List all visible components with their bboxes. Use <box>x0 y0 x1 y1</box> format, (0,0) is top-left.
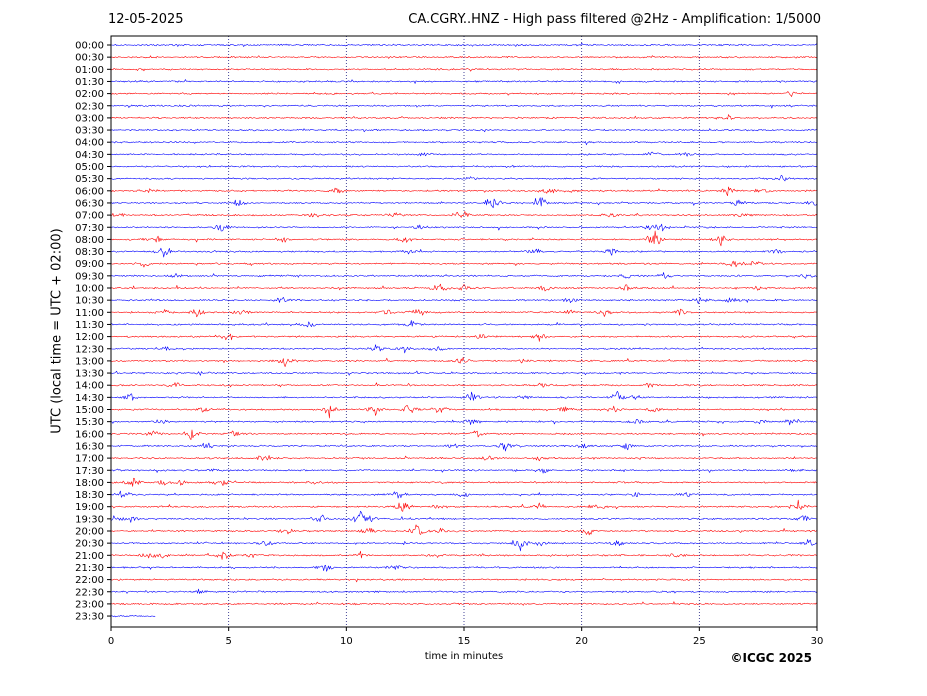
y-tick-label: 21:30 <box>75 563 104 574</box>
trace-05:00 <box>110 164 818 168</box>
y-tick-label: 08:00 <box>75 235 104 246</box>
y-tick-label: 23:30 <box>75 612 104 623</box>
y-tick-label: 12:30 <box>75 344 104 355</box>
trace-17:30 <box>110 468 818 474</box>
y-tick-label: 17:00 <box>75 454 104 465</box>
trace-22:00 <box>110 578 818 583</box>
y-tick-label: 05:30 <box>75 174 104 185</box>
trace-20:00 <box>110 524 818 536</box>
trace-23:30 <box>110 614 156 618</box>
x-tick-label: 15 <box>458 636 471 647</box>
trace-07:00 <box>110 211 818 218</box>
y-tick-label: 21:00 <box>75 551 104 562</box>
trace-05:30 <box>110 175 818 182</box>
trace-02:00 <box>110 91 818 97</box>
trace-04:00 <box>110 141 818 146</box>
trace-14:30 <box>110 390 818 401</box>
y-tick-label: 14:30 <box>75 393 104 404</box>
trace-13:00 <box>110 357 818 368</box>
y-tick-label: 20:30 <box>75 539 104 550</box>
x-tick-label: 25 <box>693 636 706 647</box>
trace-12:00 <box>110 333 818 342</box>
y-tick-label: 16:00 <box>75 429 104 440</box>
y-tick-label: 19:00 <box>75 502 104 513</box>
y-tick-label: 05:00 <box>75 162 104 173</box>
plot-frame <box>110 35 818 628</box>
trace-07:30 <box>110 223 818 232</box>
x-tick-label: 30 <box>811 636 824 647</box>
y-tick-label: 15:30 <box>75 417 104 428</box>
x-axis-label: time in minutes <box>424 651 504 662</box>
y-tick-label: 18:30 <box>75 490 104 501</box>
y-tick-label: 22:30 <box>75 587 104 598</box>
y-tick-label: 06:30 <box>75 198 104 209</box>
y-tick-label: 19:30 <box>75 514 104 525</box>
y-axis-label: UTC (local time = UTC + 02:00) <box>49 228 65 434</box>
trace-16:30 <box>110 442 818 452</box>
y-tick-label: 07:30 <box>75 223 104 234</box>
y-tick-label: 18:00 <box>75 478 104 489</box>
y-tick-label: 13:30 <box>75 369 104 380</box>
y-tick-label: 10:00 <box>75 284 104 295</box>
y-tick-label: 03:00 <box>75 113 104 124</box>
y-tick-label: 02:00 <box>75 89 104 100</box>
trace-13:30 <box>110 370 817 376</box>
trace-08:00 <box>110 230 818 247</box>
y-tick-label: 04:00 <box>75 138 104 149</box>
trace-10:00 <box>110 283 817 292</box>
date-label: 12-05-2025 <box>108 12 184 27</box>
y-tick-label: 06:00 <box>75 186 104 197</box>
y-tick-label: 07:00 <box>75 211 104 222</box>
y-tick-label: 23:00 <box>75 599 104 610</box>
y-tick-label: 03:30 <box>75 126 104 137</box>
trace-06:30 <box>110 197 818 209</box>
y-tick-label: 10:30 <box>75 296 104 307</box>
y-tick-label: 12:00 <box>75 332 104 343</box>
x-tick-label: 5 <box>225 636 231 647</box>
y-tick-label: 11:00 <box>75 308 104 319</box>
y-tick-label: 01:00 <box>75 65 104 76</box>
y-tick-label: 20:00 <box>75 527 104 538</box>
trace-18:00 <box>110 477 818 487</box>
y-tick-label: 11:30 <box>75 320 104 331</box>
y-tick-label: 13:00 <box>75 356 104 367</box>
x-tick-labels: 0 5 10 15 20 25 30 <box>108 627 824 647</box>
y-tick-label: 16:30 <box>75 441 104 452</box>
y-tick-label: 17:30 <box>75 466 104 477</box>
y-tick-label: 01:30 <box>75 77 104 88</box>
x-tick-label: 0 <box>108 636 114 647</box>
trace-03:00 <box>110 114 818 120</box>
y-tick-label: 09:30 <box>75 271 104 282</box>
trace-09:00 <box>110 260 818 268</box>
y-tick-label: 09:00 <box>75 259 104 270</box>
y-tick-label: 00:00 <box>75 41 104 52</box>
x-tick-label: 20 <box>575 636 588 647</box>
y-tick-label: 15:00 <box>75 405 104 416</box>
trace-17:00 <box>110 455 818 462</box>
y-tick-label: 04:30 <box>75 150 104 161</box>
y-tick-label: 14:00 <box>75 381 104 392</box>
chart-title: CA.CGRY..HNZ - High pass filtered @2Hz -… <box>408 12 821 27</box>
y-tick-label: 00:30 <box>75 53 104 64</box>
trace-14:00 <box>110 382 818 388</box>
vertical-gridlines <box>228 36 700 627</box>
trace-04:30 <box>110 151 818 157</box>
y-tick-label: 22:00 <box>75 575 104 586</box>
trace-00:00 <box>110 42 818 47</box>
y-tick-label: 08:30 <box>75 247 104 258</box>
copyright-notice: ©ICGC 2025 <box>730 651 812 665</box>
x-tick-label: 10 <box>340 636 353 647</box>
trace-06:00 <box>110 186 818 196</box>
y-tick-label: 02:30 <box>75 101 104 112</box>
